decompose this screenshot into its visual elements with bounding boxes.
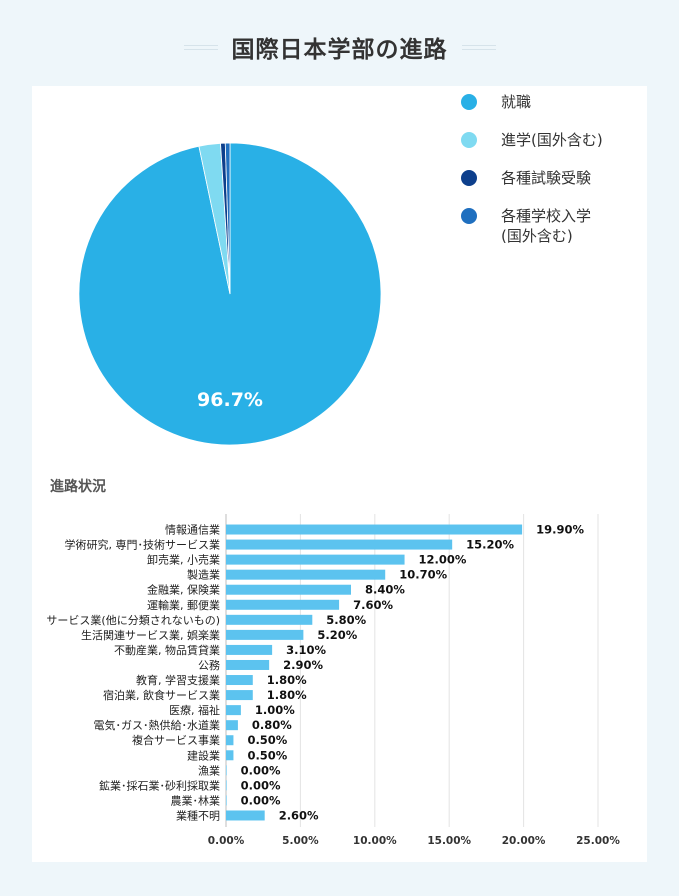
category-label: サービス業(他に分類されないもの) [46, 614, 220, 627]
bar-data-label: 0.00% [241, 778, 281, 792]
category-label: 建設業 [187, 748, 220, 762]
title-decoration-left [183, 44, 218, 50]
bar [226, 629, 304, 640]
bar [226, 720, 238, 731]
category-label: 漁業 [198, 763, 220, 777]
legend-label: 就職 [501, 93, 532, 111]
category-label: 農業･林業 [171, 793, 221, 807]
bar [226, 675, 253, 686]
bar [226, 659, 270, 670]
legend-item: 各種試験受験 [461, 168, 591, 188]
bar [226, 554, 405, 565]
bar [226, 765, 227, 776]
title-bar: 国際日本学部の進路 [0, 22, 679, 72]
legend-item: 進学(国外含む) [461, 130, 603, 150]
category-label: 電気･ガス･熱供給･水道業 [94, 718, 221, 732]
bar-data-label: 15.20% [466, 538, 514, 552]
legend-label: 進学(国外含む) [501, 131, 603, 149]
bar-data-label: 1.80% [267, 673, 307, 687]
bar-data-label: 7.60% [353, 598, 393, 612]
bar-data-label: 1.00% [255, 703, 295, 717]
category-label: 卸売業, 小売業 [147, 553, 220, 567]
bar [226, 735, 234, 746]
bar [226, 810, 265, 821]
bar [226, 599, 340, 610]
pie-slice [78, 142, 382, 446]
category-label: 公務 [198, 658, 220, 672]
legend-item: 就職 [461, 92, 531, 112]
x-tick-label: 10.00% [353, 835, 397, 847]
category-label: 複合サービス事業 [132, 733, 220, 747]
x-tick-label: 25.00% [576, 835, 620, 847]
page-title: 国際日本学部の進路 [231, 37, 448, 63]
category-label: 生活関連サービス業, 娯楽業 [81, 628, 220, 642]
bar-data-label: 0.00% [241, 763, 281, 777]
bar [226, 795, 227, 806]
bar [226, 614, 313, 625]
section-title: 進路状況 [50, 479, 106, 495]
category-label: 不動産業, 物品賃貸業 [114, 643, 220, 657]
pie-slice [224, 142, 231, 295]
pie-chart: 96.7% [78, 142, 382, 446]
legend-item: 各種学校入学 (国外含む) [461, 206, 591, 246]
bar-data-label: 19.90% [536, 523, 584, 537]
category-label: 製造業 [187, 568, 220, 582]
bar [226, 750, 234, 761]
category-label: 運輸業, 郵便業 [147, 598, 220, 612]
bar-data-label: 2.90% [283, 658, 323, 672]
bar [226, 569, 386, 580]
bar-data-label: 8.40% [365, 583, 405, 597]
x-tick-label: 0.00% [208, 835, 245, 847]
bar-data-label: 0.50% [247, 748, 287, 762]
bar [226, 705, 241, 716]
bar [226, 524, 523, 535]
bar-data-label: 0.80% [252, 718, 292, 732]
pie-data-label: 96.7% [197, 389, 263, 411]
bar-data-label: 3.10% [286, 643, 326, 657]
x-tick-label: 20.00% [502, 835, 546, 847]
x-tick-label: 5.00% [282, 835, 319, 847]
bar [226, 584, 351, 595]
category-label: 宿泊業, 飲食サービス業 [103, 688, 220, 702]
bar-data-label: 12.00% [419, 553, 467, 567]
bar-data-label: 5.80% [326, 613, 366, 627]
category-label: 教育, 学習支援業 [136, 673, 220, 687]
bar-data-label: 0.50% [247, 733, 287, 747]
bar-data-label: 10.70% [399, 568, 447, 582]
category-label: 医療, 福祉 [169, 703, 220, 717]
bar-chart: 情報通信業 19.90% 学術研究, 専門･技術サービス業 15.20% 卸売業, 小売… [46, 514, 620, 847]
bar-data-label: 5.20% [317, 628, 357, 642]
bar [226, 780, 227, 791]
legend-label: 各種学校入学 (国外含む) [501, 207, 592, 245]
category-label: 業種不明 [176, 808, 220, 822]
category-label: 金融業, 保険業 [147, 583, 220, 597]
legend-swatch [461, 94, 477, 110]
bar [226, 539, 453, 550]
legend-label: 各種試験受験 [501, 169, 592, 187]
title-decoration-right [461, 44, 496, 50]
bar [226, 644, 273, 655]
x-tick-label: 15.00% [427, 835, 471, 847]
bar-data-label: 2.60% [279, 808, 319, 822]
legend-swatch [461, 170, 477, 186]
bar-data-label: 0.00% [241, 793, 281, 807]
bar [226, 690, 253, 701]
legend-swatch [461, 132, 477, 148]
legend-swatch [461, 208, 477, 224]
bar-data-label: 1.80% [267, 688, 307, 702]
category-label: 情報通信業 [165, 524, 220, 537]
category-label: 鉱業･採石業･砂利採取業 [99, 778, 220, 792]
category-label: 学術研究, 専門･技術サービス業 [65, 538, 221, 552]
